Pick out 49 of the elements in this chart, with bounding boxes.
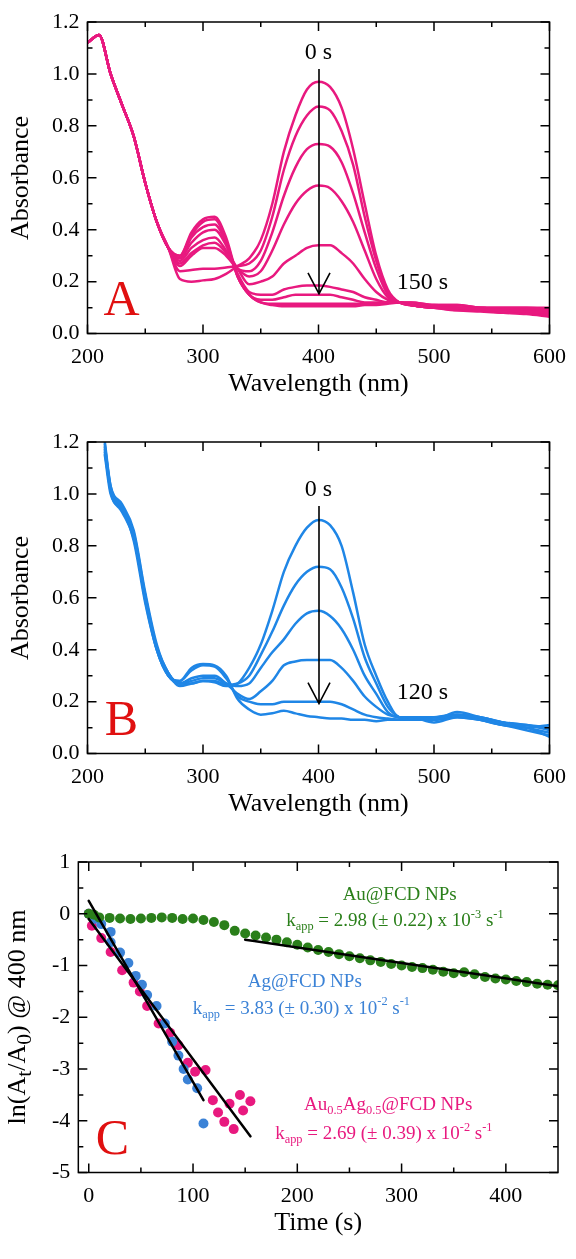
x-tick-label: 200 — [280, 1181, 314, 1207]
y-tick-label: 1.0 — [52, 59, 80, 85]
x-axis-title: Wavelength (nm) — [228, 367, 409, 397]
y-tick-label: -1 — [52, 951, 71, 977]
annotation: Au@FCD NPs — [342, 883, 457, 905]
y-tick-label: 0.2 — [52, 687, 80, 713]
y-tick-label: 0.4 — [52, 215, 80, 241]
x-tick-label: 600 — [533, 762, 566, 788]
x-axis-title: Time (s) — [274, 1206, 363, 1236]
y-tick-label: -2 — [52, 1003, 71, 1029]
y-tick-label: 1 — [59, 847, 71, 873]
y-tick-label: 1.2 — [52, 427, 80, 453]
annotation: 0 s — [304, 38, 333, 65]
x-tick-label: 300 — [186, 342, 220, 368]
x-tick-label: 600 — [533, 342, 566, 368]
x-axis-title: Wavelength (nm) — [228, 787, 409, 817]
annotation: 150 s — [396, 268, 449, 295]
y-tick-label: -5 — [52, 1158, 71, 1184]
x-tick-label: 200 — [71, 762, 104, 788]
y-tick-label: -3 — [52, 1054, 71, 1080]
y-tick-label: 1.0 — [52, 479, 80, 505]
annotation: B — [104, 689, 139, 746]
y-tick-label: 0.8 — [52, 111, 80, 137]
annotation: A — [103, 269, 140, 326]
y-axis-title: Absorbance — [5, 115, 34, 240]
x-tick-label: 400 — [302, 762, 335, 788]
y-tick-label: 0 — [59, 899, 71, 925]
annotation: Ag@FCD NPs — [247, 970, 362, 992]
y-tick-label: 0.6 — [52, 583, 80, 609]
annotation: 120 s — [396, 677, 449, 704]
x-tick-label: 500 — [417, 762, 451, 788]
y-tick-label: 0.6 — [52, 163, 80, 189]
x-tick-label: 300 — [186, 762, 220, 788]
x-tick-label: 400 — [302, 342, 335, 368]
x-tick-label: 300 — [385, 1181, 419, 1207]
y-tick-label: 0.2 — [52, 267, 80, 293]
annotation: C — [95, 1108, 130, 1165]
y-axis-title: Absorbance — [5, 535, 34, 660]
y-tick-label: -4 — [52, 1106, 71, 1132]
y-tick-label: 0.0 — [52, 739, 80, 765]
y-tick-label: 0.4 — [52, 635, 80, 661]
x-tick-label: 200 — [71, 342, 104, 368]
x-tick-label: 400 — [489, 1181, 523, 1207]
annotation: 0 s — [304, 475, 333, 502]
x-tick-label: 500 — [417, 342, 451, 368]
x-tick-label: 100 — [176, 1181, 210, 1207]
y-tick-label: 1.2 — [52, 7, 80, 33]
y-tick-label: 0.8 — [52, 531, 80, 557]
y-tick-label: 0.0 — [52, 319, 80, 345]
